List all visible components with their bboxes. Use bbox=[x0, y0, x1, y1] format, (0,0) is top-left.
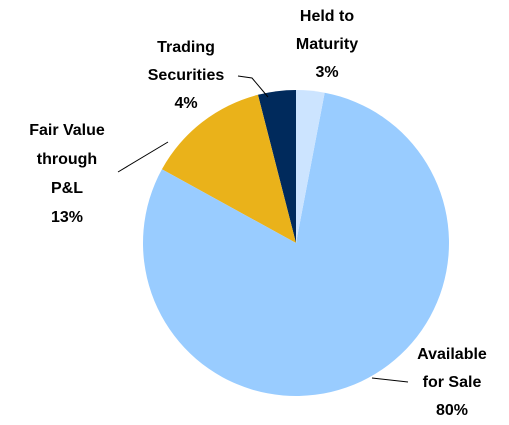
slice-label: Trading Securities 4% bbox=[136, 34, 236, 118]
value-label: 4% bbox=[174, 95, 198, 112]
slice-label: Available for Sale 80% bbox=[407, 341, 497, 425]
leader-line bbox=[237, 75, 269, 98]
leader-line bbox=[371, 377, 409, 383]
category-label: Trading Securities bbox=[147, 39, 225, 84]
pie-slice bbox=[257, 90, 296, 243]
category-label: Available for Sale bbox=[417, 346, 487, 391]
leader-lines bbox=[117, 75, 409, 383]
slice-label: Fair Value through P&L 13% bbox=[22, 116, 112, 232]
category-label: Fair Value through P&L bbox=[29, 122, 105, 197]
value-label: 80% bbox=[435, 402, 469, 419]
pie-slice bbox=[161, 94, 296, 243]
slice-label: Held to Maturity 3% bbox=[282, 3, 372, 87]
category-label: Held to Maturity bbox=[295, 8, 359, 53]
value-label: 3% bbox=[315, 64, 339, 81]
pie-slice bbox=[296, 90, 325, 243]
leader-line bbox=[117, 141, 169, 173]
value-label: 13% bbox=[50, 209, 84, 226]
pie-slice bbox=[143, 92, 450, 397]
